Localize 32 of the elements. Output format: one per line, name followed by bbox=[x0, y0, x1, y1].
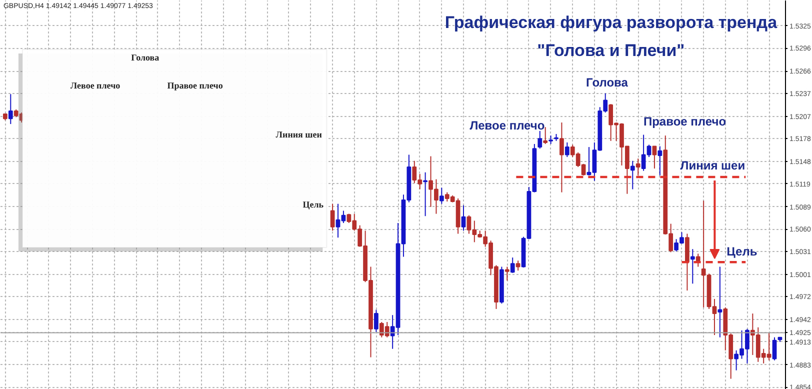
candlestick bbox=[696, 253, 700, 268]
candlestick bbox=[690, 248, 695, 284]
candlestick bbox=[516, 260, 520, 272]
annotation: Правое плечо bbox=[167, 80, 224, 90]
text: "Голова и Плечи" bbox=[537, 41, 685, 60]
candlestick bbox=[439, 187, 444, 204]
candlestick bbox=[423, 172, 428, 217]
candlestick bbox=[374, 309, 378, 332]
annotation: Левое плечо bbox=[470, 118, 545, 132]
candlestick bbox=[461, 204, 466, 232]
annotation: Голова bbox=[131, 52, 160, 62]
ref-line-label: Линия шеи bbox=[680, 158, 746, 172]
text: Графическая фигура разворота тренда bbox=[444, 13, 778, 32]
annotation: Левое плечо bbox=[70, 80, 121, 90]
candlestick bbox=[718, 266, 722, 338]
annotation: Цель bbox=[302, 200, 324, 210]
candlestick bbox=[538, 130, 542, 150]
candlestick bbox=[564, 142, 570, 158]
annotation: Правое плечо bbox=[643, 114, 726, 128]
candlestick bbox=[560, 122, 564, 193]
annotation: Голова bbox=[586, 76, 628, 90]
candlestick bbox=[8, 94, 13, 125]
candlestick bbox=[504, 266, 510, 282]
candlestick bbox=[510, 257, 515, 274]
candlestick bbox=[630, 160, 635, 190]
candlestick bbox=[772, 336, 777, 361]
candlestick bbox=[636, 158, 640, 176]
candlestick bbox=[330, 203, 335, 232]
ref-line-label: Цель bbox=[726, 244, 758, 258]
candlestick bbox=[543, 126, 548, 144]
annotation: Линия шеи bbox=[276, 130, 322, 140]
candlestick bbox=[658, 146, 662, 176]
